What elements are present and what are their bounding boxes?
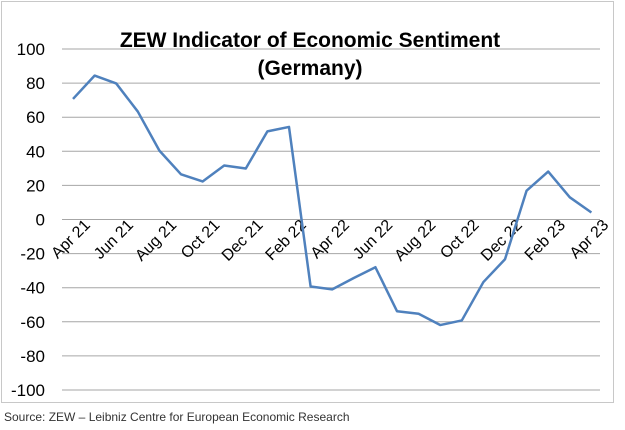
x-tick-label: Dec 21 — [219, 217, 267, 265]
x-tick-label: Apr 22 — [308, 217, 353, 262]
chart-title: ZEW Indicator of Economic Sentiment — [120, 29, 500, 52]
source-note: Source: ZEW – Leibniz Centre for Europea… — [4, 410, 350, 424]
x-tick-label: Dec 22 — [478, 217, 526, 265]
x-tick-label: Apr 23 — [567, 217, 612, 262]
y-tick-label: 40 — [26, 142, 45, 161]
chart-frame — [1, 1, 614, 403]
chart-subtitle: (Germany) — [257, 57, 362, 80]
y-tick-label: 100 — [17, 40, 45, 59]
y-tick-label: -80 — [20, 347, 45, 366]
x-tick-label: Aug 22 — [392, 217, 440, 265]
x-tick-label: Oct 21 — [178, 217, 223, 262]
x-tick-label: Apr 21 — [48, 217, 93, 262]
y-tick-label: 80 — [26, 74, 45, 93]
x-tick-label: Oct 22 — [437, 217, 482, 262]
series-line — [72, 74, 593, 327]
x-tick-label: Aug 21 — [132, 217, 180, 265]
y-tick-label: -60 — [20, 313, 45, 332]
y-tick-label: 60 — [26, 108, 45, 127]
y-tick-label: 0 — [36, 211, 45, 230]
x-tick-label: Feb 23 — [522, 217, 569, 264]
x-tick-label: Jun 22 — [350, 217, 396, 263]
y-tick-label: 20 — [26, 176, 45, 195]
y-tick-label: -20 — [20, 245, 45, 264]
y-tick-label: -100 — [11, 381, 45, 400]
x-tick-label: Jun 21 — [91, 217, 137, 263]
y-tick-label: -40 — [20, 279, 45, 298]
